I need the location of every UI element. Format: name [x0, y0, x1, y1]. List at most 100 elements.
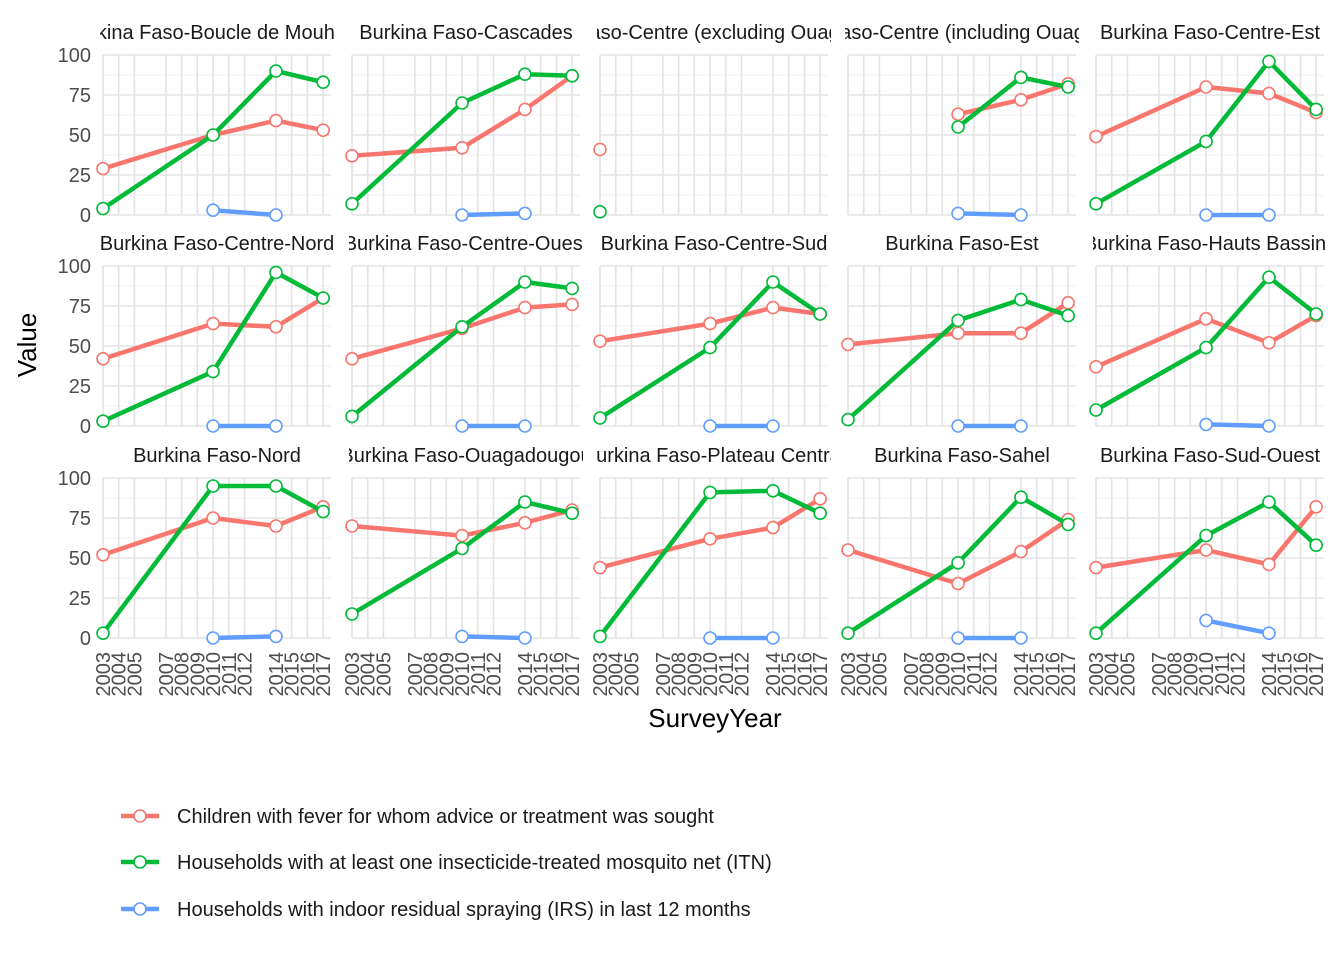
facet-panel: Burkina Faso-Boucle de Mouhoun 0 25 50 75 100	[58, 22, 334, 227]
series-line	[350, 279, 573, 419]
x-tick-label: 2007	[653, 652, 675, 697]
data-point	[345, 351, 359, 366]
data-point	[269, 519, 283, 533]
x-tick-label: 2011	[716, 652, 738, 695]
x-tick-label: 2015	[531, 652, 553, 697]
data-point	[766, 419, 780, 433]
data-point	[518, 300, 532, 315]
data-point	[518, 631, 532, 645]
x-tick-label: 2008	[172, 652, 194, 697]
series-line	[1205, 618, 1270, 636]
legend-key-point	[133, 902, 147, 916]
legend-label: Households with indoor residual spraying…	[177, 899, 751, 921]
y-tick-label: 100	[58, 45, 91, 67]
data-point	[766, 483, 780, 498]
panel-title: Burkina Faso-Centre (including Ouagadoug…	[755, 22, 1170, 44]
facet-panel: Burkina Faso-Centre-Sud	[593, 233, 828, 433]
data-point	[455, 528, 469, 543]
data-point	[1199, 340, 1213, 355]
x-tick-label: 2007	[1149, 652, 1171, 697]
data-point	[1199, 134, 1213, 149]
data-point	[455, 629, 469, 644]
data-point	[1014, 326, 1028, 341]
data-point	[593, 334, 607, 349]
x-tick-label: 2010	[948, 652, 970, 697]
data-point	[813, 307, 827, 321]
x-tick-label: 2011	[468, 652, 490, 695]
data-point	[565, 297, 579, 312]
data-point	[206, 631, 220, 645]
data-point	[455, 141, 469, 155]
data-point	[1309, 307, 1323, 321]
facet-panel: Burkina Faso-Centre (including Ouagadoug…	[755, 22, 1170, 222]
data-point	[96, 626, 110, 641]
panel-title: Burkina Faso-Centre (excluding Ouagadoug…	[504, 22, 924, 44]
legend-label: Children with fever for whom advice or t…	[177, 806, 714, 828]
data-point	[345, 149, 359, 163]
facet-panel: Burkina Faso-Centre-Est	[1089, 22, 1324, 222]
x-tick-label: 2004	[1102, 652, 1124, 697]
data-point	[841, 412, 855, 427]
legend-key-point	[133, 809, 147, 823]
x-tick-label: 2005	[124, 652, 146, 697]
panel-title: Burkina Faso-Centre-Ouest	[344, 233, 589, 255]
x-tick-label: 2011	[964, 652, 986, 695]
data-point	[206, 203, 220, 217]
data-point	[455, 208, 469, 222]
x-tick-label: 2003	[838, 652, 860, 697]
legend-item: Children with fever for whom advice or t…	[121, 806, 714, 828]
y-tick-label: 100	[58, 256, 91, 278]
data-point	[1089, 626, 1103, 641]
x-tick-label: 2003	[342, 652, 364, 697]
x-tick-label: 2017	[313, 652, 335, 697]
panel-title: Burkina Faso-Centre-Est	[1100, 22, 1321, 44]
data-point	[1089, 129, 1103, 144]
x-tick-label: 2014	[763, 652, 785, 697]
data-point	[1199, 613, 1213, 628]
series-line	[1094, 274, 1318, 412]
x-tick-label: 2014	[1011, 652, 1033, 697]
panel-title: Burkina Faso-Nord	[133, 445, 301, 467]
data-point	[455, 319, 469, 334]
data-point	[518, 206, 532, 221]
data-point	[766, 520, 780, 535]
x-tick-label: 2016	[297, 652, 319, 697]
x-tick-label: 2007	[901, 652, 923, 697]
data-point	[455, 541, 469, 556]
series-line	[351, 302, 573, 361]
data-point	[1262, 86, 1276, 101]
panel-title: Burkina Faso-Ouagadougou	[340, 445, 591, 467]
data-point	[703, 340, 717, 355]
series-line	[1095, 313, 1318, 369]
data-point	[766, 631, 780, 645]
data-point	[1014, 544, 1028, 559]
x-tick-label: 2008	[669, 652, 691, 697]
y-tick-label: 75	[69, 85, 91, 107]
x-tick-label: 2007	[405, 652, 427, 697]
data-point	[593, 560, 607, 575]
data-point	[593, 142, 607, 157]
facet-panel: Burkina Faso-Centre-Nord 0 25 50 75 100	[58, 233, 334, 438]
x-tick-label: 2010	[452, 652, 474, 697]
data-point	[455, 96, 469, 110]
data-point	[565, 69, 579, 83]
data-point	[766, 275, 780, 289]
y-tick-label: 50	[69, 548, 91, 570]
series-line	[846, 494, 1070, 636]
series-line	[462, 211, 526, 218]
x-tick-label: 2017	[1306, 652, 1328, 697]
data-point	[1262, 335, 1276, 350]
y-tick-label: 50	[69, 125, 91, 147]
data-point	[1061, 517, 1075, 532]
data-point	[455, 419, 469, 433]
series-line	[846, 297, 1069, 422]
data-point	[951, 313, 965, 328]
facet-panel: Burkina Faso-Plateau Central 200320042005…	[590, 445, 832, 697]
data-point	[1089, 359, 1103, 374]
data-point	[316, 291, 330, 305]
x-tick-label: 2012	[235, 652, 257, 697]
x-tick-label: 2015	[1027, 652, 1049, 697]
x-tick-label: 2011	[219, 652, 241, 695]
x-axis-title: SurveyYear	[648, 703, 782, 733]
